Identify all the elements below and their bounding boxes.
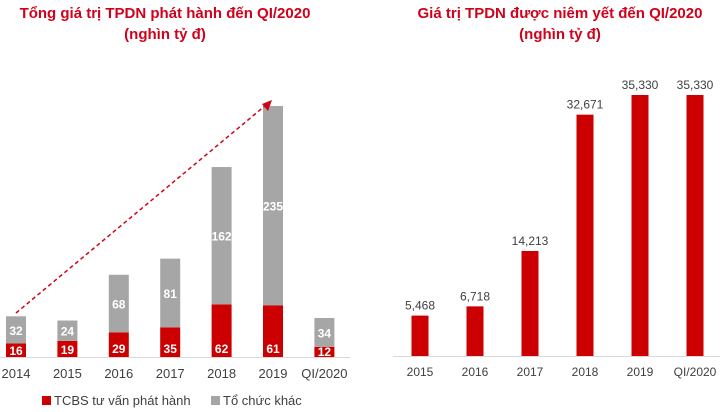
bar-listed bbox=[686, 95, 704, 356]
data-label: 68 bbox=[112, 298, 126, 312]
bar-listed bbox=[466, 306, 484, 356]
x-tick-label: 2017 bbox=[156, 366, 185, 381]
right-subtitle: (nghìn tỷ đ) bbox=[519, 26, 601, 43]
legend-label: TCBS tư vấn phát hành bbox=[54, 393, 191, 408]
right-chart-title: Giá trị TPDN được niêm yết đến QI/2020 (… bbox=[385, 3, 720, 45]
data-label: 32 bbox=[9, 324, 23, 338]
data-label: 81 bbox=[164, 287, 178, 301]
data-label: 35,330 bbox=[677, 78, 714, 92]
bar-tcbs bbox=[314, 346, 335, 357]
data-label: 35 bbox=[164, 342, 178, 356]
data-label: 235 bbox=[263, 200, 283, 214]
bar-tcbs bbox=[57, 340, 78, 357]
left-subtitle: (nghìn tỷ đ) bbox=[124, 26, 206, 43]
bar-other bbox=[108, 274, 129, 333]
bar-tcbs bbox=[160, 327, 181, 357]
left-chart-title: Tổng giá trị TPDN phát hành đến QI/2020 … bbox=[0, 3, 330, 45]
data-label: 34 bbox=[318, 326, 332, 340]
bar-other bbox=[160, 258, 181, 328]
data-label: 62 bbox=[215, 342, 229, 356]
x-tick-label: 2017 bbox=[517, 365, 544, 379]
x-tick-label: 2019 bbox=[627, 365, 654, 379]
bar-tcbs bbox=[6, 343, 26, 357]
bar-listed bbox=[521, 251, 539, 356]
bar-other bbox=[314, 317, 335, 347]
data-label: 12 bbox=[318, 345, 332, 359]
x-tick-label: QI/2020 bbox=[301, 366, 347, 381]
legend-swatch-gray bbox=[211, 396, 220, 405]
data-label: 24 bbox=[61, 325, 75, 339]
data-label: 32,671 bbox=[567, 98, 604, 112]
x-tick-label: 2015 bbox=[53, 366, 82, 381]
data-label: 6,718 bbox=[460, 289, 490, 303]
x-tick-label: 2018 bbox=[207, 366, 236, 381]
x-tick-label: 2016 bbox=[462, 365, 489, 379]
legend-item-other: Tổ chức khác bbox=[211, 393, 302, 408]
bar-tcbs bbox=[263, 305, 283, 357]
right-title: Giá trị TPDN được niêm yết đến QI/2020 bbox=[417, 5, 703, 22]
x-tick-label: 2015 bbox=[407, 365, 434, 379]
left-title: Tổng giá trị TPDN phát hành đến QI/2020 bbox=[19, 5, 311, 22]
bar-other bbox=[6, 316, 26, 344]
x-tick-label: 2018 bbox=[572, 365, 599, 379]
trend-arrow-line bbox=[15, 104, 267, 314]
bar-tcbs bbox=[211, 304, 232, 357]
legend-item-tcbs: TCBS tư vấn phát hành bbox=[42, 393, 191, 408]
legend-label: Tổ chức khác bbox=[223, 393, 302, 408]
bar-other bbox=[263, 105, 283, 306]
bar-listed bbox=[631, 95, 649, 356]
data-label: 14,213 bbox=[512, 234, 549, 248]
bar-tcbs bbox=[108, 332, 129, 357]
data-label: 5,468 bbox=[405, 299, 435, 313]
x-tick-label: 2019 bbox=[259, 366, 288, 381]
trend-arrow-head bbox=[262, 100, 272, 111]
x-tick-label: 2016 bbox=[104, 366, 133, 381]
bar-other bbox=[57, 320, 78, 341]
bar-other bbox=[211, 167, 232, 305]
x-tick-label: 2014 bbox=[2, 366, 31, 381]
bar-listed bbox=[411, 315, 429, 356]
x-tick-label: QI/2020 bbox=[674, 365, 717, 379]
data-label: 35,330 bbox=[622, 78, 659, 92]
legend-swatch-red bbox=[42, 396, 51, 405]
data-label: 19 bbox=[61, 343, 75, 357]
data-label: 162 bbox=[212, 230, 232, 244]
bar-listed bbox=[576, 114, 594, 356]
data-label: 29 bbox=[112, 342, 126, 356]
data-label: 16 bbox=[9, 344, 23, 358]
data-label: 61 bbox=[266, 342, 280, 356]
